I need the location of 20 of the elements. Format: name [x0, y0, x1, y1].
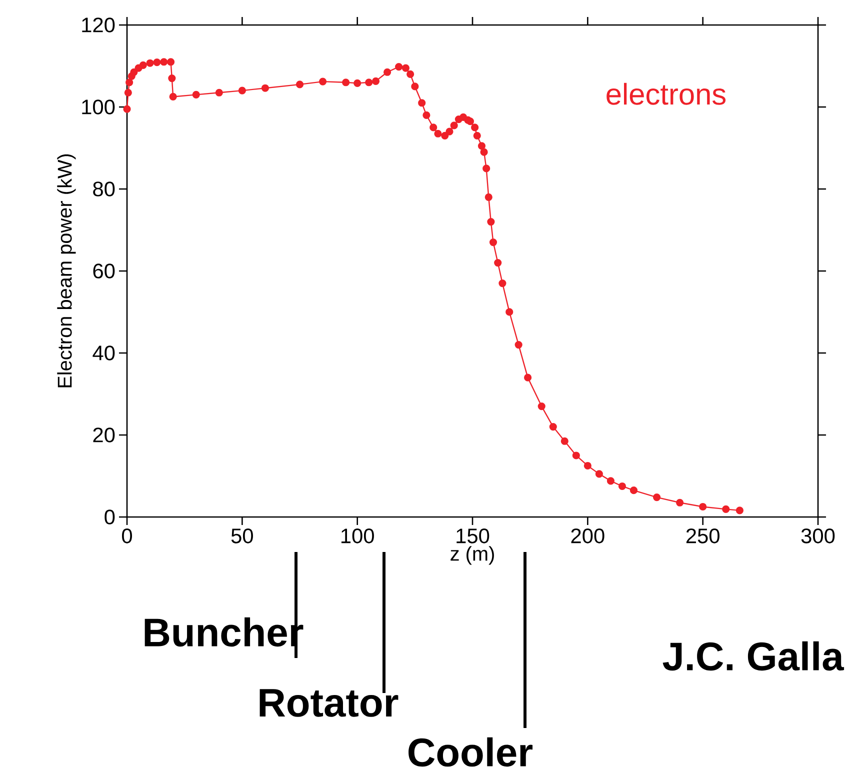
- text: Rotator: [260, 689, 398, 717]
- x-tick-label: 50: [231, 528, 253, 544]
- text: Cooler: [408, 737, 533, 767]
- y-axis-title: Electron beam power (kW): [57, 154, 76, 388]
- x-tick-label: 200: [571, 528, 604, 544]
- y-tick-label: 120: [82, 18, 115, 32]
- x-tick-label: 150: [456, 528, 490, 544]
- x-axis-title: z (m): [450, 546, 494, 565]
- y-tick-label: 20: [93, 428, 115, 442]
- y-tick-label: 100: [82, 100, 115, 114]
- y-tick-label: 40: [92, 346, 115, 360]
- y-tick-label: 60: [93, 264, 115, 278]
- x-tick-label: 250: [686, 528, 720, 544]
- x-tick-label: 300: [801, 528, 835, 544]
- text: electrons: [606, 82, 726, 105]
- text: J.C. Galla: [662, 641, 844, 671]
- x-tick-label: 0: [122, 528, 132, 544]
- y-tick-label: 0: [104, 510, 115, 524]
- x-tick-label: 100: [341, 528, 374, 544]
- y-tick-label: 80: [93, 182, 115, 196]
